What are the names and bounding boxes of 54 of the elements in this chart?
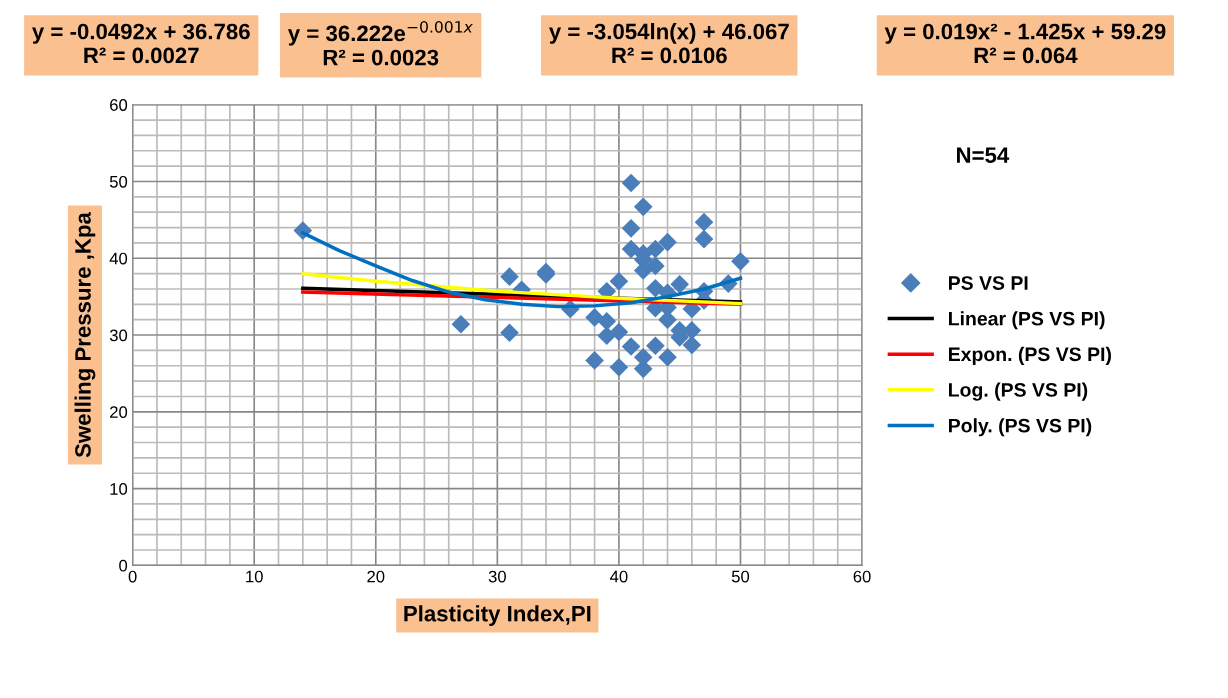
x-tick-label: 10: [246, 570, 263, 583]
point: [609, 271, 629, 291]
y-tick-label: 40: [109, 252, 128, 265]
point: [609, 357, 629, 377]
point: [694, 229, 714, 249]
y-tick-label: 10: [110, 483, 128, 495]
x-tick-label: 30: [488, 570, 506, 583]
point: [609, 322, 629, 342]
point: [682, 335, 702, 355]
point: [451, 314, 471, 334]
point: [646, 256, 665, 276]
x-tick-label: 50: [731, 570, 750, 583]
legend-label: Poly. (PS VS PI): [949, 418, 1092, 437]
point: [500, 267, 519, 286]
y-tick-label: 0: [119, 559, 128, 572]
point: [621, 337, 641, 356]
point: [682, 321, 702, 340]
x-tick-label: 20: [367, 570, 385, 583]
text: y = -0.0492x + 36.786 R² = 0.0027: [32, 23, 250, 64]
y-tick-label: 30: [109, 329, 128, 342]
text: y = 36.222e$^{−0.001x}$ R² = 0.0023: [287, 20, 473, 66]
legend-label: PS VS PI: [949, 276, 1028, 290]
legend-label: Linear (PS VS PI): [949, 311, 1105, 330]
point: [658, 232, 677, 252]
point: [658, 347, 677, 367]
point: [646, 336, 665, 356]
y-tick-label: 20: [110, 406, 128, 419]
y-axis-title: Swelling Pressure ,Kpa: [74, 212, 96, 458]
x-tick-label: 0: [128, 570, 137, 583]
point: [621, 219, 641, 238]
point: [597, 326, 617, 346]
point: [670, 275, 690, 294]
legend-label: Expon. (PS VS PI): [949, 346, 1111, 365]
point: [597, 311, 617, 331]
y-tick-label: 50: [109, 175, 128, 188]
y-tick-label: 60: [110, 99, 128, 111]
legend-label: Log. (PS VS PI): [949, 382, 1088, 401]
point: [585, 351, 604, 370]
point: [500, 323, 519, 343]
point: [646, 278, 665, 298]
line-series: [301, 271, 743, 306]
point: [633, 197, 653, 217]
x-axis-title: Plasticity Index,PI: [404, 605, 591, 626]
point: [731, 252, 750, 271]
x-tick-label: 40: [610, 570, 628, 583]
point: [621, 173, 641, 193]
text: y = -3.054ln(x) + 46.067 R² = 0.0106: [548, 23, 789, 64]
point: [585, 308, 604, 327]
point: [646, 239, 665, 259]
point: [621, 239, 641, 259]
text: y = 0.019x² - 1.425x + 59.29 R² = 0.064: [884, 23, 1166, 64]
point: [694, 212, 714, 232]
x-tick-label: 60: [853, 570, 871, 583]
text: N=54: [957, 147, 1010, 164]
